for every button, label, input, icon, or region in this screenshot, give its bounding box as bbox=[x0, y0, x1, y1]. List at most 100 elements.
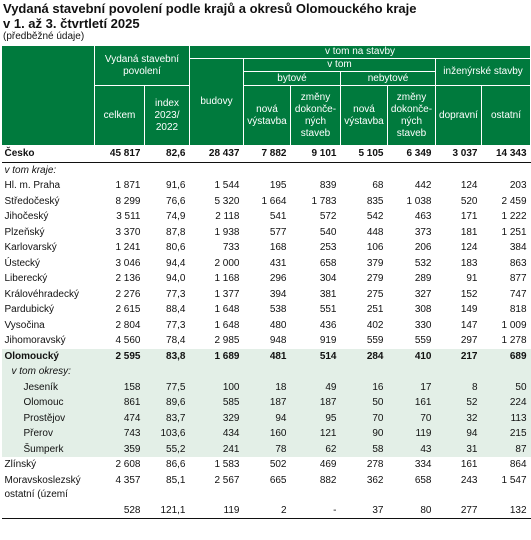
cell-value: 82,6 bbox=[144, 145, 190, 163]
cell-value: 94 bbox=[243, 410, 291, 426]
row-label: Jeseník bbox=[1, 379, 95, 395]
cell-value: 278 bbox=[366, 459, 384, 471]
cell-value: 91 bbox=[466, 273, 478, 285]
cell-value: 91,6 bbox=[166, 180, 186, 192]
group-label-row: v tom okresy: bbox=[1, 364, 531, 380]
cell-value: 152 bbox=[460, 288, 478, 300]
cell-value: 124 bbox=[460, 242, 478, 254]
group-label: v tom kraje: bbox=[4, 164, 57, 176]
cell-value: 296 bbox=[269, 273, 287, 285]
cell-value: 665 bbox=[269, 474, 287, 486]
table-row: Jihomoravský 4 560 78,4 2 985 948 919 559 559 29… bbox=[2, 333, 531, 349]
table-row: Olomouc 861 89,6 585 187 187 50 161 52 224 bbox=[1, 395, 531, 411]
cell-value: 551 bbox=[319, 304, 337, 316]
row-label: ostatní (území bbox=[1, 488, 95, 519]
cell-value: 434 bbox=[189, 426, 244, 442]
header-byt-zmeny: změny dokonče- ných staveb bbox=[290, 85, 341, 146]
cell-value: 195 bbox=[269, 180, 287, 192]
table-title: Vydaná stavební povolení podle krajů a o… bbox=[0, 0, 531, 31]
header-inzenyrske: inženýrské stavby bbox=[434, 58, 531, 86]
row-label: Vysočina bbox=[4, 319, 45, 331]
header-budovy: budovy bbox=[189, 58, 244, 146]
row-label: Pardubický bbox=[4, 304, 54, 316]
cell-value: 284 bbox=[340, 348, 388, 364]
cell-value: 171 bbox=[460, 211, 478, 223]
header-celkem: celkem bbox=[94, 85, 145, 146]
cell-value: 83,7 bbox=[144, 410, 190, 426]
cell-value: 394 bbox=[269, 288, 287, 300]
cell-value: 1 871 bbox=[115, 180, 141, 192]
cell-value: 2 000 bbox=[214, 257, 240, 269]
cell-value: 577 bbox=[269, 226, 287, 238]
cell-value: 77,3 bbox=[166, 288, 186, 300]
preliminary-note: (předběžné údaje) bbox=[3, 31, 85, 42]
table-row: Šumperk 359 55,2 241 78 62 58 43 31 87 bbox=[1, 441, 531, 457]
cell-value: 70 bbox=[387, 410, 436, 426]
cell-value: 373 bbox=[414, 226, 432, 238]
cell-value: 1 038 bbox=[406, 195, 432, 207]
cell-value: 76,6 bbox=[166, 195, 186, 207]
table-row: Středočeský 8 299 76,6 5 320 1 664 1 783 835 1 … bbox=[2, 194, 531, 210]
cell-value: 2 276 bbox=[115, 288, 141, 300]
header-nebyt-zmeny: změny dokonče- ných staveb bbox=[387, 85, 436, 146]
cell-value: 89,6 bbox=[144, 395, 190, 411]
table-row: ostatní (území 528 121,1 119 2-37 80 277 132 bbox=[1, 488, 531, 519]
row-label: Liberecký bbox=[4, 273, 48, 285]
cell-value: 1 648 bbox=[214, 304, 240, 316]
cell-value: 532 bbox=[414, 257, 432, 269]
row-label: Olomoucký bbox=[1, 348, 95, 364]
cell-value: 480 bbox=[269, 319, 287, 331]
cell-value: 121 bbox=[290, 426, 341, 442]
cell-value: 877 bbox=[509, 273, 527, 285]
cell-value: 431 bbox=[269, 257, 287, 269]
cell-value: 2 608 bbox=[115, 459, 141, 471]
cell-value: 469 bbox=[319, 459, 337, 471]
cell-value: 863 bbox=[509, 257, 527, 269]
table-row: Vysočina 2 804 77,3 1 648 480 436 402 330 147 1 0… bbox=[2, 318, 531, 334]
cell-value: 217 bbox=[435, 348, 482, 364]
cell-value: 330 bbox=[414, 319, 432, 331]
cell-value: 1 278 bbox=[501, 335, 527, 347]
cell-value: 106 bbox=[366, 242, 384, 254]
cell-value: 572 bbox=[319, 211, 337, 223]
cell-value: 334 bbox=[414, 459, 432, 471]
cell-value: 743 bbox=[94, 426, 145, 442]
cell-value: 77,3 bbox=[166, 319, 186, 331]
cell-value: 4 560 bbox=[115, 335, 141, 347]
cell-value: 124 bbox=[460, 180, 478, 192]
cell-value: 50 bbox=[481, 379, 531, 395]
table-row: Pardubický 2 615 88,4 1 648 538 551 251 308 149 8… bbox=[2, 302, 531, 318]
cell-value: 187 bbox=[243, 395, 291, 411]
cell-value: 540 bbox=[319, 226, 337, 238]
cell-value: 442 bbox=[414, 180, 432, 192]
cell-value: 559 bbox=[366, 335, 384, 347]
table-row: Karlovarský 1 241 80,6 733 168 253 106 206 124 38… bbox=[2, 240, 531, 256]
cell-value: 4 357 bbox=[115, 474, 141, 486]
header-byt-nova: nová výstavba bbox=[243, 85, 291, 146]
cell-value: 7 882 bbox=[243, 145, 291, 163]
cell-value: 839 bbox=[319, 180, 337, 192]
cell-value: 362 bbox=[366, 474, 384, 486]
cell-value: 8 bbox=[435, 379, 482, 395]
table-row: Hl. m. Praha 1 871 91,6 1 544 195 839 68 442 124… bbox=[2, 178, 531, 194]
cell-value: 289 bbox=[414, 273, 432, 285]
cell-value: 215 bbox=[481, 426, 531, 442]
row-label: Hl. m. Praha bbox=[4, 180, 61, 192]
cell-value: 1 544 bbox=[214, 180, 240, 192]
cell-value: 3 046 bbox=[115, 257, 141, 269]
cell-value: 1 168 bbox=[214, 273, 240, 285]
cell-value: 448 bbox=[366, 226, 384, 238]
cell-value: 161 bbox=[387, 395, 436, 411]
cell-value: 183 bbox=[460, 257, 478, 269]
table-row: Jihočeský 3 511 74,9 2 118 541 572 542 463 171 1 … bbox=[2, 209, 531, 225]
cell-value: 52 bbox=[435, 395, 482, 411]
cell-value: 1 377 bbox=[214, 288, 240, 300]
cell-value: 224 bbox=[481, 395, 531, 411]
cell-value: 528 bbox=[94, 488, 145, 519]
cell-value: 297 bbox=[460, 335, 478, 347]
cell-value: 160 bbox=[243, 426, 291, 442]
cell-value: 87,8 bbox=[166, 226, 186, 238]
cell-value: 31 bbox=[435, 441, 482, 457]
cell-value: 2 804 bbox=[115, 319, 141, 331]
header-nebyt-nova: nová výstavba bbox=[340, 85, 388, 146]
